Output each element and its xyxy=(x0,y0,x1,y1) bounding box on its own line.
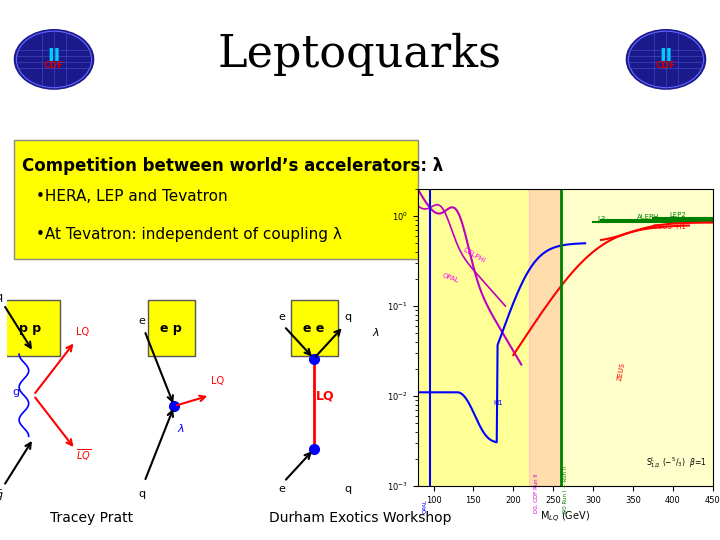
Text: H1: H1 xyxy=(493,400,503,406)
FancyBboxPatch shape xyxy=(148,300,194,356)
Text: •At Tevatron: independent of coupling λ: •At Tevatron: independent of coupling λ xyxy=(36,227,342,242)
FancyBboxPatch shape xyxy=(1,300,60,356)
Text: g: g xyxy=(12,387,19,397)
Text: ALEPH: ALEPH xyxy=(637,214,660,220)
Text: Leptoquarks: Leptoquarks xyxy=(218,32,502,76)
Text: Competition between world’s accelerators: λ: Competition between world’s accelerators… xyxy=(22,157,443,174)
Text: •HERA, LEP and Tevatron: •HERA, LEP and Tevatron xyxy=(36,189,228,204)
Text: OPAL: OPAL xyxy=(423,499,428,513)
Text: D0, CDF Run II: D0, CDF Run II xyxy=(534,474,539,513)
Text: LEP2: LEP2 xyxy=(669,212,685,218)
Text: Durham Exotics Workshop: Durham Exotics Workshop xyxy=(269,511,451,525)
Text: e: e xyxy=(138,316,145,326)
Text: II: II xyxy=(48,47,60,65)
FancyBboxPatch shape xyxy=(291,300,338,356)
Text: ZEUS: ZEUS xyxy=(617,362,626,381)
Text: L3: L3 xyxy=(597,216,606,222)
Text: S$_{1/2}^L$ ($-^5/_3$)  $\beta$=1: S$_{1/2}^L$ ($-^5/_3$) $\beta$=1 xyxy=(647,456,707,471)
Text: DELPHI: DELPHI xyxy=(462,246,486,264)
Circle shape xyxy=(626,30,706,89)
Text: LQ: LQ xyxy=(211,376,225,387)
Text: D0 Run I + Run II: D0 Run I + Run II xyxy=(563,466,568,513)
Bar xyxy=(529,189,559,486)
Text: p p: p p xyxy=(19,322,41,335)
Text: e: e xyxy=(278,312,285,322)
Y-axis label: $\lambda$: $\lambda$ xyxy=(372,326,379,338)
Bar xyxy=(418,189,561,486)
Text: LQ: LQ xyxy=(76,327,89,337)
Circle shape xyxy=(14,30,94,89)
Text: LQ: LQ xyxy=(316,389,335,403)
Text: q: q xyxy=(138,489,145,499)
X-axis label: M$_{LQ}$ (GeV): M$_{LQ}$ (GeV) xyxy=(540,510,590,525)
Text: e: e xyxy=(278,484,285,495)
Text: ZEUS  H1: ZEUS H1 xyxy=(653,224,686,230)
Text: q: q xyxy=(345,312,352,322)
Text: q: q xyxy=(345,484,352,495)
Text: e p: e p xyxy=(160,322,181,335)
Text: $\bar{q}$: $\bar{q}$ xyxy=(0,489,4,503)
Text: $\overline{LQ}$: $\overline{LQ}$ xyxy=(76,448,91,463)
Text: CDF: CDF xyxy=(44,62,64,70)
FancyBboxPatch shape xyxy=(14,140,418,259)
Text: $\lambda$: $\lambda$ xyxy=(176,422,184,434)
Text: CDF: CDF xyxy=(656,62,676,70)
Text: e e: e e xyxy=(303,322,325,335)
Text: Tracey Pratt: Tracey Pratt xyxy=(50,511,133,525)
Text: OPAL: OPAL xyxy=(441,272,460,284)
Text: q: q xyxy=(0,292,2,302)
Text: II: II xyxy=(660,47,672,65)
